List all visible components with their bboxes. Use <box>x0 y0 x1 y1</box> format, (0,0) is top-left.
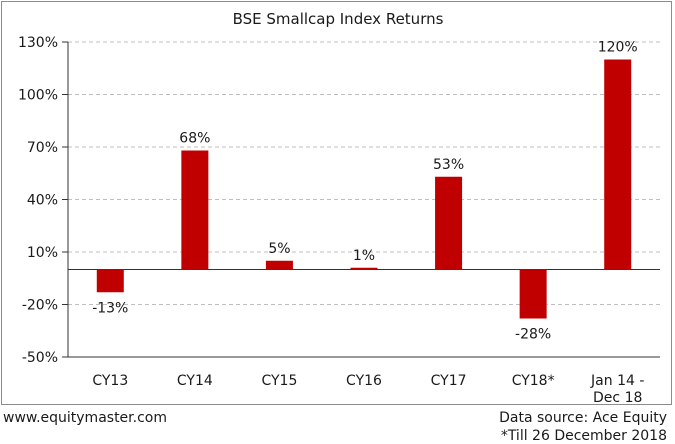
site-link[interactable]: www.equitymaster.com <box>3 410 167 426</box>
bar <box>265 260 293 270</box>
bar-layer <box>96 59 632 319</box>
data-label: 5% <box>268 241 290 257</box>
chart-frame: BSE Smallcap Index Returns -50% -20% 10% 40… <box>1 1 672 406</box>
y-tick-label: 10% <box>27 245 58 261</box>
y-tick-label: 70% <box>27 140 58 156</box>
x-tick-label: CY14 <box>177 373 213 389</box>
axis-layer <box>62 41 660 358</box>
data-label: 1% <box>353 248 375 264</box>
data-label: -13% <box>92 300 128 316</box>
x-tick-label: CY17 <box>431 373 467 389</box>
y-tick-label: -50% <box>22 350 58 366</box>
data-label: 68% <box>179 131 210 147</box>
data-label: 120% <box>598 40 638 56</box>
x-tick-label: CY18* <box>512 373 555 389</box>
y-tick-label: 130% <box>18 35 58 51</box>
footnote: *Till 26 December 2018 <box>500 428 667 444</box>
bar <box>96 269 124 293</box>
chart-title: BSE Smallcap Index Returns <box>233 10 444 28</box>
x-tick-label: Jan 14 - <box>590 373 644 389</box>
x-tick-label: CY15 <box>261 373 297 389</box>
bar <box>350 267 378 270</box>
x-tick-label: CY13 <box>92 373 128 389</box>
data-source-note: Data source: Ace Equity <box>499 410 667 426</box>
bar <box>519 269 547 319</box>
chart-svg: BSE Smallcap Index Returns -50% -20% 10% 40… <box>18 10 660 406</box>
label-layer: -50% -20% 10% 40% 70% 100% 130% -13% CY13 68% CY14… <box>18 35 644 406</box>
x-tick-label: Dec 18 <box>593 390 642 406</box>
x-tick-label: CY16 <box>346 373 382 389</box>
bar <box>604 59 632 270</box>
y-tick-label: -20% <box>22 298 58 314</box>
data-label: 53% <box>433 157 464 173</box>
grid-layer <box>68 41 660 305</box>
bar <box>181 150 209 270</box>
bar <box>435 176 463 270</box>
y-tick-label: 40% <box>27 193 58 209</box>
y-tick-label: 100% <box>18 88 58 104</box>
data-label: -28% <box>515 327 551 343</box>
